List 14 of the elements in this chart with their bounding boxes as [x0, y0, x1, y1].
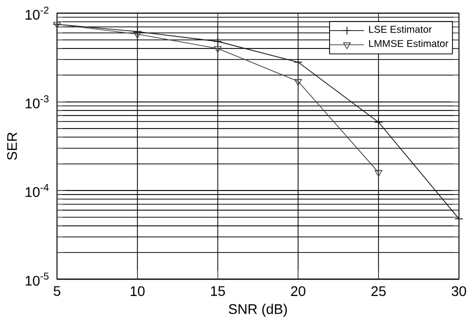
y-axis-title: SER: [7, 132, 17, 160]
x-tick-label: 5: [54, 286, 60, 296]
x-axis-title: SNR (dB): [228, 304, 287, 317]
x-tick-label: 20: [291, 286, 306, 296]
x-tick-label: 15: [211, 286, 225, 296]
legend-label: LMMSE Estimator: [369, 40, 448, 47]
x-tick-label: 10: [130, 286, 145, 296]
x-tick-label: 30: [452, 286, 466, 296]
y-tick-label: 10$^{-2}$: [26, 6, 48, 20]
legend-label: LSE Estimator: [369, 25, 432, 33]
y-tick-label: 10$^{-4}$: [26, 184, 49, 197]
y-tick-label: 10$^{-5}$: [26, 272, 49, 286]
x-tick-label: 25: [371, 286, 386, 296]
y-tick-label: 10$^{-3}$: [26, 95, 49, 108]
